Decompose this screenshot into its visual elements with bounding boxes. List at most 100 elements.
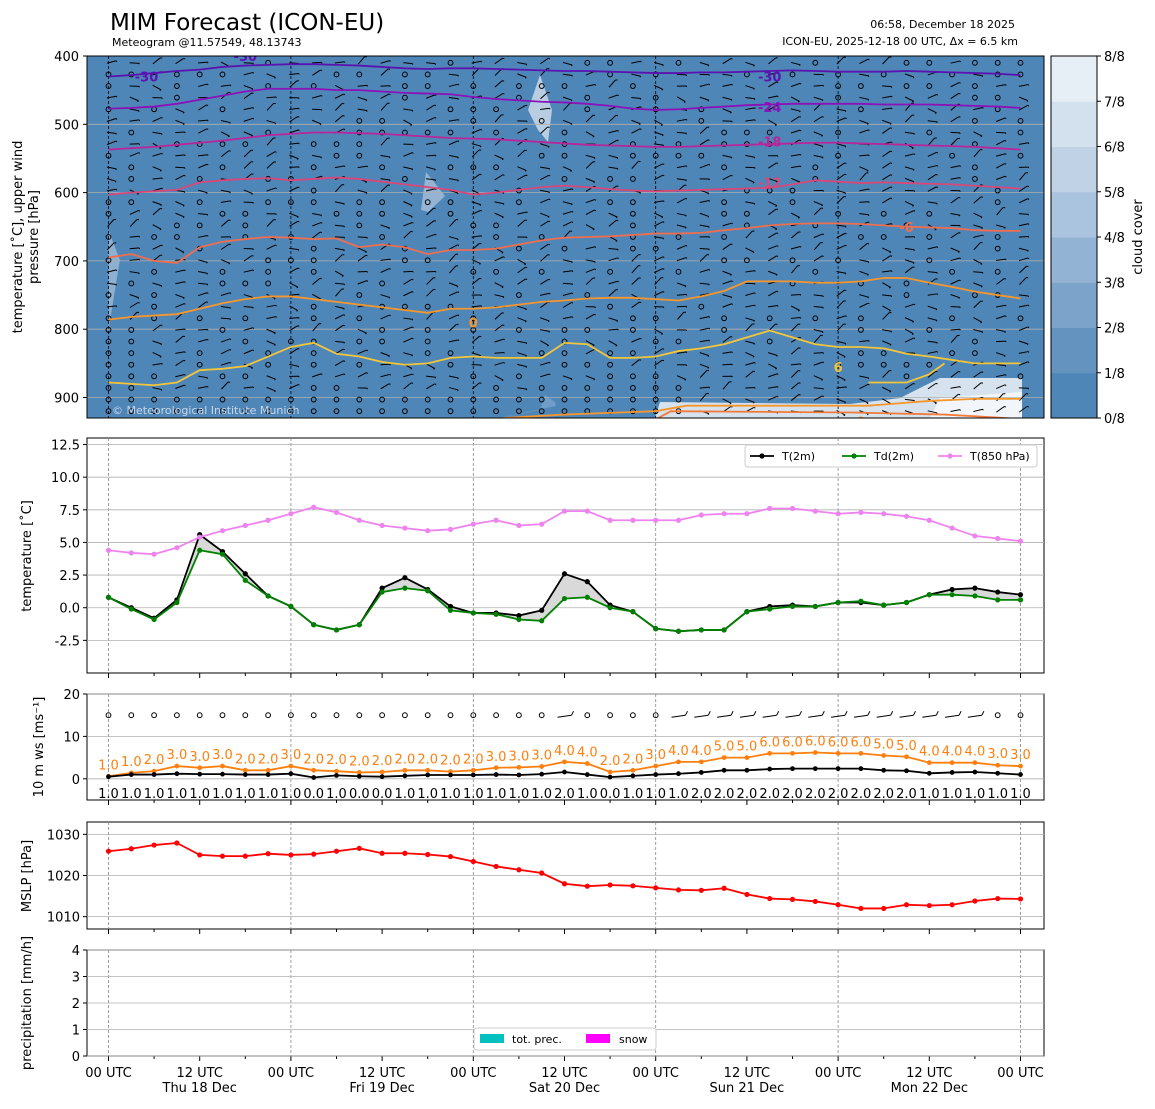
- wind-barb-feather: [412, 292, 413, 293]
- wind-barb-feather: [411, 368, 412, 369]
- wind-barb-feather: [594, 158, 595, 159]
- data-point: [995, 589, 1000, 594]
- wind-barb-feather: [185, 374, 186, 375]
- wind-barb: [312, 62, 322, 63]
- data-point: [904, 600, 909, 605]
- data-point: [995, 597, 1000, 602]
- data-point: [425, 768, 430, 773]
- wind-barb-feather: [618, 95, 619, 96]
- wind-barb-feather: [435, 169, 436, 170]
- wind-barb-feather: [274, 298, 275, 299]
- wind-barb-feather: [389, 315, 390, 316]
- data-point: [243, 578, 248, 583]
- data-point: [653, 772, 658, 777]
- wind-barb-feather: [298, 221, 300, 222]
- wind-barb-feather: [207, 164, 208, 165]
- wind-barb-feather: [891, 187, 892, 188]
- data-point: [745, 768, 750, 773]
- wind-barb-feather: [411, 205, 412, 206]
- data-point: [197, 852, 202, 857]
- wind-barb-feather: [116, 96, 117, 97]
- ws-data-label: 2.0: [805, 787, 826, 802]
- wind-barb-feather: [663, 222, 664, 223]
- wind-barb-feather: [321, 215, 322, 216]
- data-point: [197, 765, 202, 770]
- wind-barb-feather: [959, 93, 961, 94]
- data-point: [995, 771, 1000, 776]
- y-tick-label: 12.5: [51, 439, 80, 454]
- wind-barb-feather: [731, 175, 732, 176]
- gust-data-label: 3.0: [281, 748, 302, 763]
- wind-barb-feather: [617, 140, 618, 141]
- data-point: [676, 887, 681, 892]
- wind-barb-feather: [413, 374, 414, 375]
- data-point: [1018, 597, 1023, 602]
- ws-data-label: 1.0: [645, 787, 666, 802]
- isotherm-label: -24: [758, 101, 782, 116]
- wind-barb-feather: [275, 152, 277, 153]
- wind-barb-feather: [275, 245, 276, 246]
- data-point: [676, 759, 681, 764]
- wind-barb-feather: [731, 157, 732, 158]
- wind-barb-feather: [1028, 258, 1029, 259]
- gust-data-label: 6.0: [805, 735, 826, 750]
- data-point: [402, 851, 407, 856]
- wind-barb-feather: [1028, 305, 1029, 306]
- wind-barb-feather: [572, 211, 573, 212]
- wind-barb-feather: [207, 129, 208, 130]
- data-point: [676, 518, 681, 523]
- x-tick-label: 00 UTC: [85, 1066, 131, 1081]
- wind-barb-feather: [185, 282, 186, 283]
- data-point: [289, 764, 294, 769]
- wind-barb-feather: [1005, 118, 1006, 119]
- wind-barb-feather: [161, 286, 162, 287]
- x-day-label: Fri 19 Dec: [349, 1081, 414, 1096]
- data-point: [289, 771, 294, 776]
- wind-barb-feather: [663, 164, 664, 165]
- wind-barb-feather: [365, 333, 366, 334]
- wind-barb-feather: [937, 166, 938, 167]
- wind-barb-feather: [252, 368, 253, 369]
- wind-barb-feather: [822, 332, 823, 333]
- wind-barb-feather: [822, 205, 823, 206]
- data-point: [357, 774, 362, 779]
- wind-barb-feather: [753, 252, 754, 253]
- wind-barb-feather: [549, 175, 550, 176]
- wind-barb-feather: [686, 166, 687, 167]
- wind-barb-feather: [1005, 228, 1006, 229]
- data-point: [699, 627, 704, 632]
- wind-barb-feather: [685, 379, 686, 380]
- wind-barb-feather: [798, 217, 799, 218]
- wind-barb-feather: [524, 264, 525, 265]
- wind-barb-feather: [890, 391, 891, 392]
- data-point: [995, 896, 1000, 901]
- y-tick-label: 1010: [47, 911, 80, 926]
- wind-barb-feather: [1027, 101, 1028, 102]
- wind-barb-feather: [458, 245, 459, 246]
- panel-ylabel: precipitation [mm/h]: [20, 936, 35, 1070]
- wind-barb-feather: [959, 298, 960, 299]
- wind-barb-feather: [184, 58, 186, 59]
- wind-barb-feather: [160, 170, 161, 171]
- data-point: [494, 765, 499, 770]
- wind-barb-feather: [958, 252, 959, 253]
- data-point: [653, 885, 658, 890]
- wind-barb-feather: [161, 344, 162, 345]
- wind-barb-feather: [503, 204, 504, 205]
- wind-barb-feather: [845, 233, 846, 234]
- wind-barb-feather: [844, 357, 845, 358]
- data-point: [357, 622, 362, 627]
- data-point: [881, 906, 886, 911]
- data-point: [562, 509, 567, 514]
- wind-barb-feather: [844, 415, 845, 416]
- wind-barb-feather: [208, 235, 209, 236]
- wind-barb-feather: [207, 84, 208, 85]
- wind-barb-feather: [298, 130, 299, 131]
- data-point: [152, 842, 157, 847]
- wind-barb-feather: [640, 107, 641, 108]
- wind-barb-feather: [594, 210, 595, 211]
- data-point: [152, 552, 157, 557]
- wind-barb-feather: [275, 123, 276, 124]
- legend-marker: [947, 453, 952, 458]
- ws-data-label: 1.0: [395, 787, 416, 802]
